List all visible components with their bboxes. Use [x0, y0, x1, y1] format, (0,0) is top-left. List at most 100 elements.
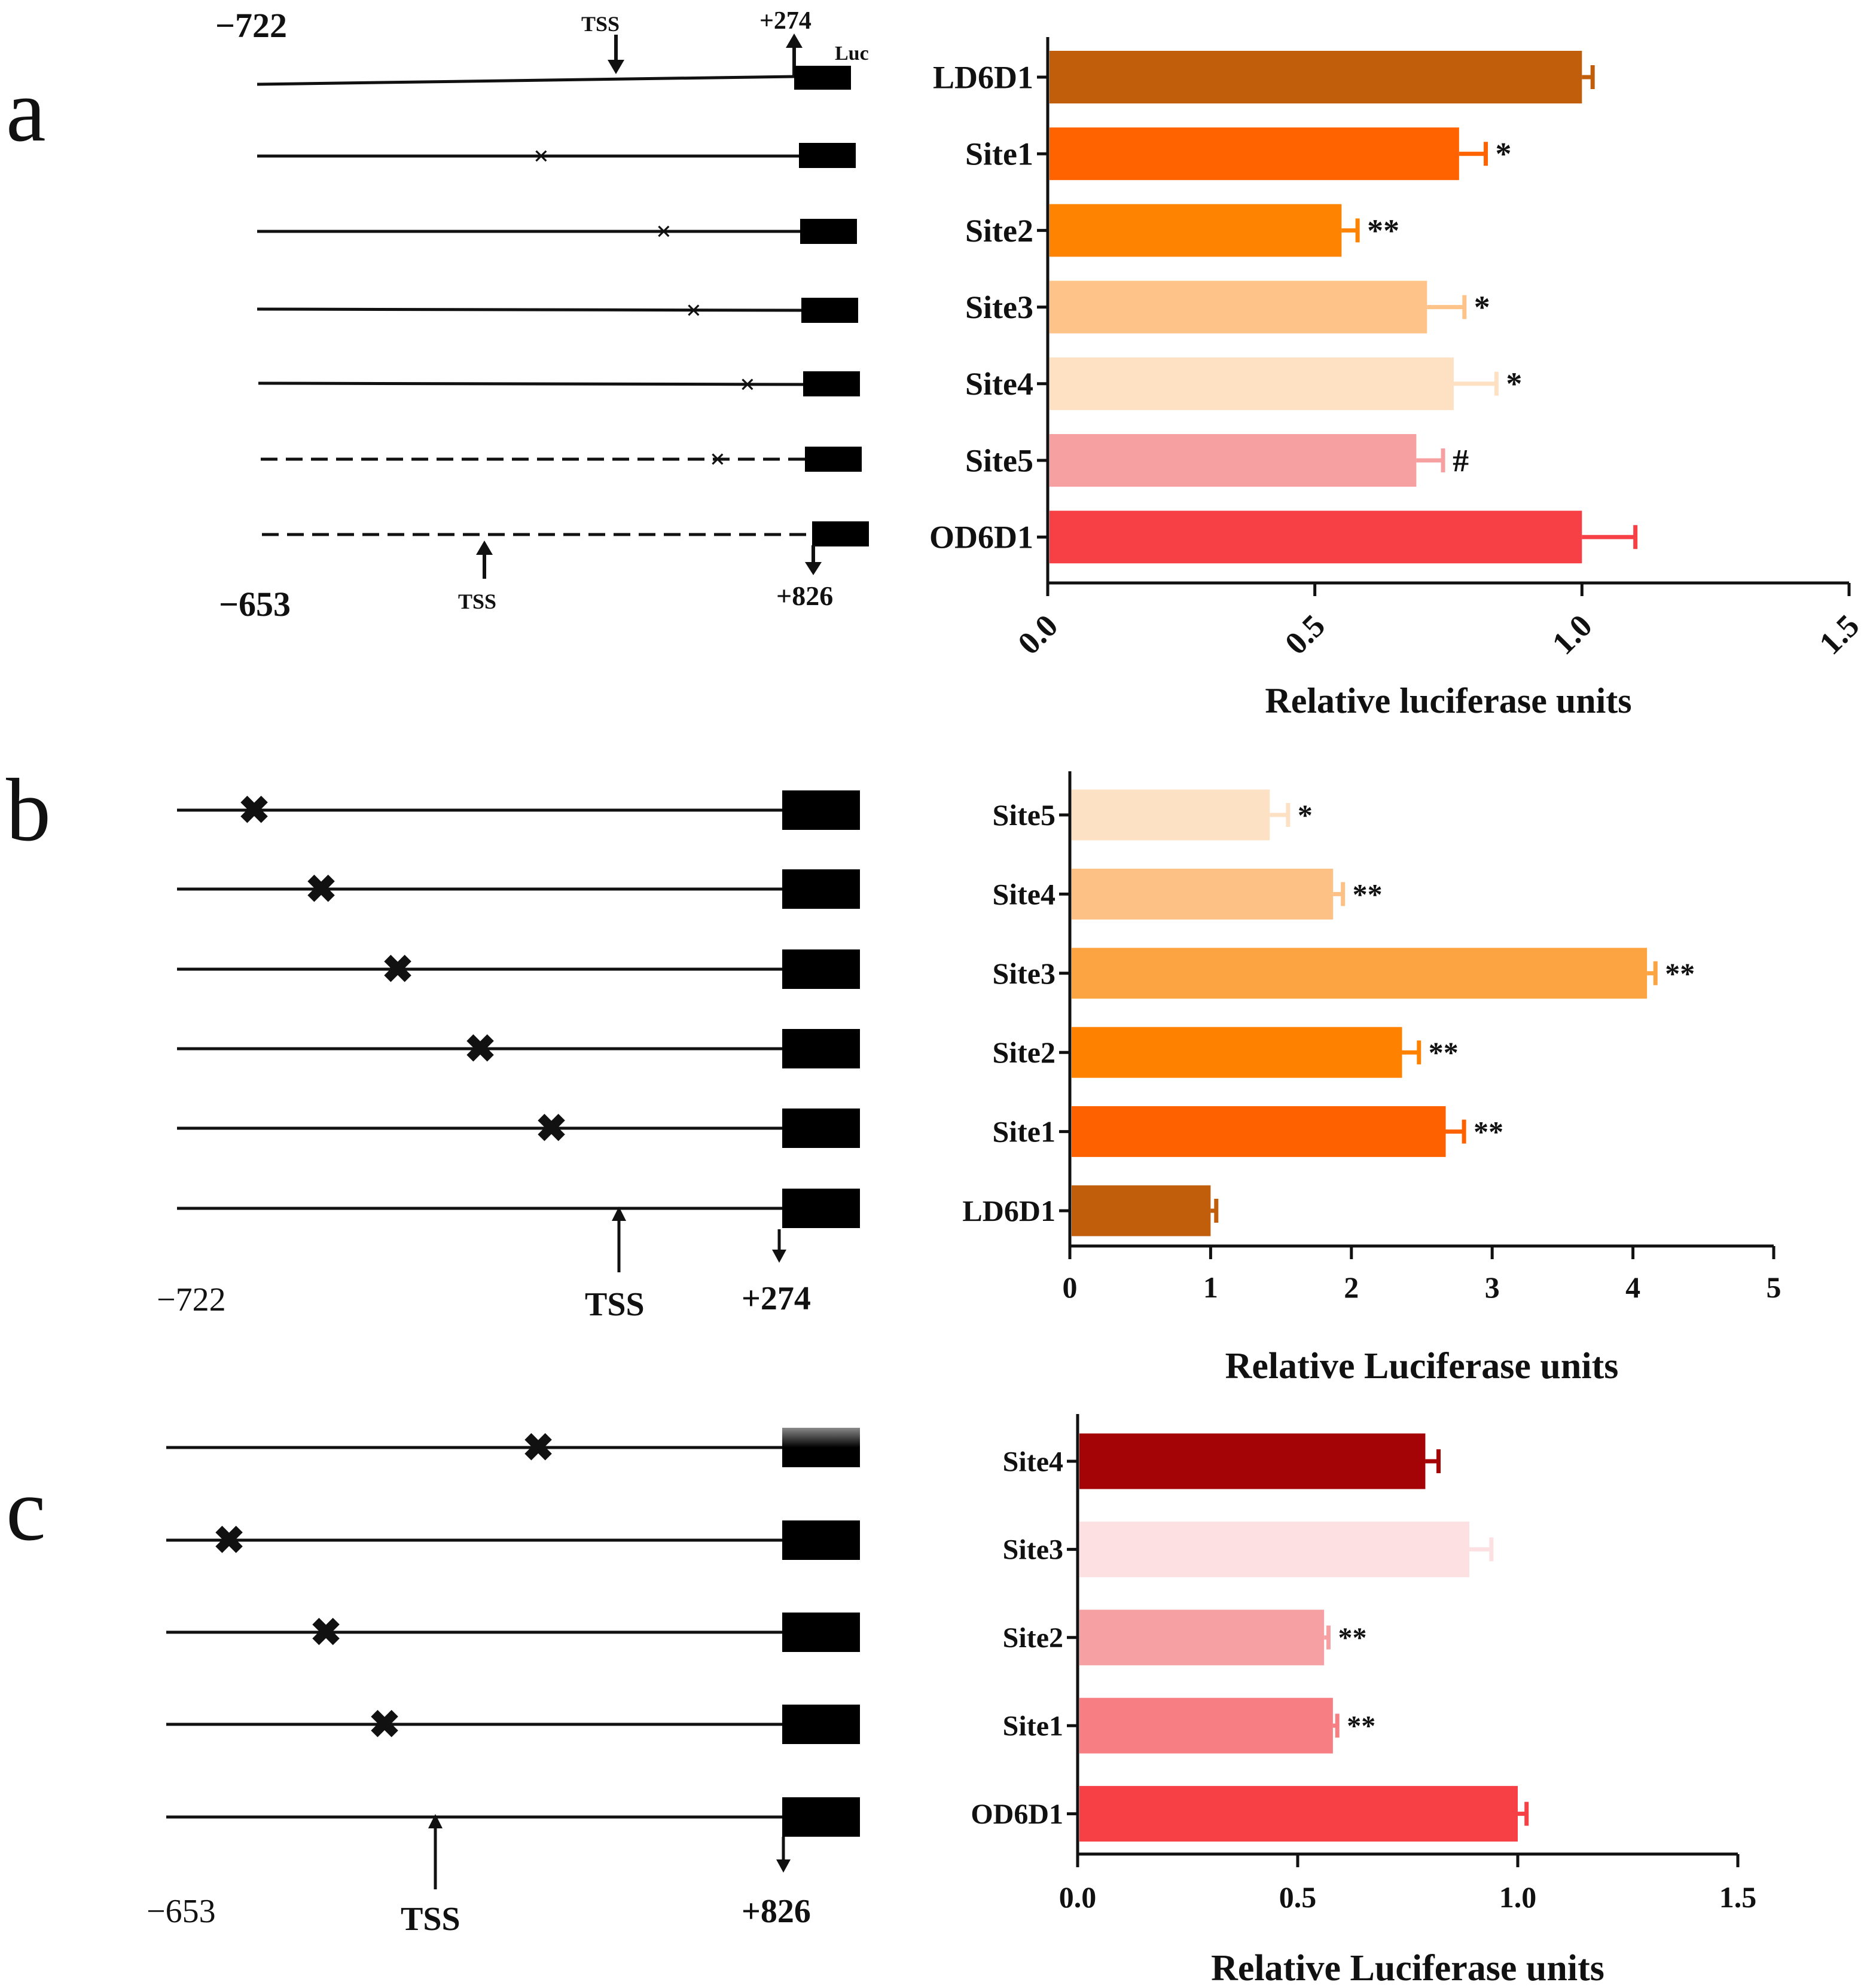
significance-mark: * [1298, 798, 1313, 832]
mutation-x-icon: ✖ [310, 1611, 342, 1654]
category-label: Site3 [965, 289, 1033, 325]
arrow-up-icon [786, 33, 803, 48]
significance-mark: # [1453, 442, 1469, 478]
significance-mark: ** [1429, 1036, 1459, 1069]
luc-box [782, 1428, 860, 1467]
arrow-down-icon [776, 1859, 791, 1873]
luc-box [800, 219, 857, 244]
luc-box [782, 1189, 860, 1228]
x-tick-label: 0.0 [1059, 1880, 1097, 1914]
bar-site3 [1079, 1521, 1470, 1577]
x-tick-label: 2 [1344, 1271, 1359, 1304]
x-tick-label: 1.5 [1719, 1880, 1757, 1914]
mutation-x-icon: ✖ [522, 1427, 554, 1469]
bar-site2 [1072, 1027, 1402, 1078]
luc-box [782, 790, 860, 830]
b-end-label: +274 [742, 1280, 811, 1317]
mutation-x-icon: ✖ [464, 1028, 496, 1070]
category-label: LD6D1 [962, 1194, 1055, 1227]
luc-box [782, 1705, 860, 1744]
significance-mark: * [1496, 136, 1512, 172]
a-top-end-label: +274 [759, 7, 812, 35]
panel-b-construct-diagram: ✖ ✖ ✖ ✖ ✖ −722 TSS +274 [157, 789, 860, 1323]
x-tick-label: 0.5 [1279, 1880, 1317, 1914]
panel-letter-c: c [6, 1460, 46, 1559]
mutation-x-icon: × [710, 444, 725, 474]
category-label: Site2 [1003, 1622, 1063, 1654]
luc-box [782, 1613, 860, 1652]
significance-mark: ** [1338, 1622, 1367, 1654]
x-tick-label: 0.0 [1011, 607, 1064, 661]
luc-box [805, 447, 862, 472]
category-label: OD6D1 [929, 520, 1033, 555]
arrow-up-icon [476, 540, 493, 555]
luc-box [782, 1108, 860, 1148]
a-top-tss-label: TSS [581, 12, 620, 36]
bar-site5 [1050, 434, 1417, 487]
category-label: Site2 [992, 1036, 1055, 1069]
x-axis-title: Relative Luciferase units [1211, 1948, 1604, 1988]
b-tss-label: TSS [585, 1286, 645, 1323]
arrow-up-icon [612, 1207, 626, 1221]
mutation-x-icon: ✖ [305, 868, 337, 911]
category-label: Site1 [992, 1115, 1055, 1149]
mutation-x-icon: ✖ [238, 789, 270, 832]
c-tss-label: TSS [401, 1901, 460, 1938]
bar-site1 [1072, 1106, 1446, 1158]
luc-box [799, 143, 856, 168]
x-tick-label: 5 [1767, 1271, 1781, 1304]
bar-site4 [1079, 1433, 1426, 1489]
luc-box [782, 1797, 860, 1837]
significance-mark: ** [1353, 877, 1383, 911]
significance-mark: * [1506, 366, 1522, 402]
c-start-label: −653 [147, 1893, 216, 1930]
x-tick-label: 1 [1203, 1271, 1218, 1304]
arrow-down-icon [608, 60, 624, 74]
bar-od6d1 [1079, 1786, 1518, 1842]
bar-site2 [1050, 204, 1342, 257]
mutation-x-icon: ✖ [382, 948, 414, 991]
category-label: Site3 [992, 957, 1055, 990]
significance-mark: ** [1665, 957, 1695, 990]
mutation-x-icon: × [740, 369, 755, 399]
luc-box [801, 298, 858, 323]
bar-site4 [1072, 868, 1334, 920]
significance-mark: * [1474, 289, 1490, 325]
bar-od6d1 [1050, 511, 1582, 564]
category-label: OD6D1 [971, 1798, 1063, 1830]
x-tick-label: 1.0 [1499, 1880, 1537, 1914]
category-label: Site4 [965, 366, 1033, 402]
a-bottom-start-label: −653 [219, 585, 291, 624]
luc-box [794, 66, 851, 90]
arrow-down-icon [805, 562, 822, 575]
x-tick-label: 0.5 [1278, 607, 1332, 661]
x-tick-label: 4 [1625, 1271, 1640, 1304]
x-axis-title: Relative Luciferase units [1225, 1346, 1619, 1387]
panel-b-bar-chart: 0 1 2 3 4 5 Relative Luciferase units Site5 * Sit… [962, 771, 1781, 1387]
x-tick-label: 1.0 [1545, 607, 1599, 661]
luc-box [782, 1029, 860, 1068]
arrow-down-icon [772, 1250, 786, 1263]
bar-ld6d1 [1072, 1185, 1211, 1236]
mutation-x-icon: × [686, 295, 701, 325]
category-label: LD6D1 [933, 59, 1033, 95]
luc-box [782, 949, 860, 989]
bar-site4 [1050, 357, 1454, 410]
x-tick-label: 0 [1063, 1271, 1078, 1304]
category-label: Site4 [992, 877, 1055, 911]
b-start-label: −722 [157, 1281, 226, 1318]
x-axis-title: Relative luciferase units [1265, 681, 1631, 720]
luc-box [782, 1520, 860, 1560]
mutation-x-icon: ✖ [213, 1519, 245, 1562]
x-tick-label: 1.5 [1812, 607, 1866, 661]
bar-site5 [1072, 789, 1270, 841]
a-reporter-label: Luc [835, 42, 869, 65]
significance-mark: ** [1347, 1711, 1375, 1742]
bar-site3 [1072, 948, 1648, 999]
category-label: Site5 [965, 442, 1033, 478]
x-tick-label: 3 [1485, 1271, 1500, 1304]
bar-site1 [1079, 1697, 1333, 1754]
bar-site1 [1050, 127, 1459, 181]
arrow-up-icon [428, 1814, 443, 1828]
